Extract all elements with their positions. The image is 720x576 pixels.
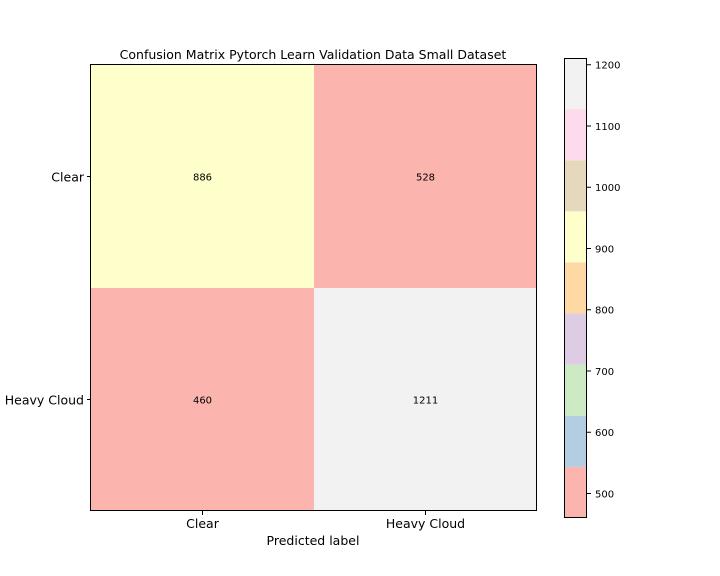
x-tick-label: Clear bbox=[186, 516, 220, 531]
colorbar-tick-label: 600 bbox=[595, 428, 614, 439]
heatmap-cells: 886 528 460 1211 bbox=[91, 65, 537, 511]
y-axis-ticks: Clear Heavy Cloud bbox=[5, 170, 91, 408]
colorbar-bin bbox=[564, 58, 587, 110]
chart-title: Confusion Matrix Pytorch Learn Validatio… bbox=[120, 47, 507, 62]
heatmap-cell bbox=[314, 288, 537, 511]
heatmap-frame bbox=[90, 64, 537, 511]
colorbar-bin bbox=[564, 109, 587, 161]
cell-value-label: 528 bbox=[416, 173, 435, 184]
colorbar-tick-label: 1000 bbox=[595, 183, 620, 194]
colorbar-bin bbox=[564, 211, 587, 263]
colorbar-bin bbox=[564, 160, 587, 212]
colorbar-tick-label: 1200 bbox=[595, 61, 620, 72]
colorbar: 500 600 700 800 900 1000 1100 1200 bbox=[564, 58, 620, 518]
y-tick-label: Clear bbox=[51, 170, 85, 185]
cell-value-label: 460 bbox=[193, 396, 212, 407]
colorbar-bin bbox=[564, 466, 587, 518]
x-tick-label: Heavy Cloud bbox=[386, 516, 465, 531]
colorbar-bin bbox=[564, 262, 587, 314]
colorbar-frame bbox=[564, 58, 587, 518]
colorbar-tick-label: 700 bbox=[595, 367, 614, 378]
cell-value-label: 1211 bbox=[413, 396, 438, 407]
colorbar-bin bbox=[564, 313, 587, 365]
colorbar-bin bbox=[564, 415, 587, 467]
y-tick-label: Heavy Cloud bbox=[5, 393, 84, 408]
heatmap-cell bbox=[314, 65, 537, 288]
colorbar-tick-label: 1100 bbox=[595, 122, 620, 133]
cell-value-label: 886 bbox=[193, 173, 212, 184]
heatmap-cell bbox=[91, 65, 314, 288]
x-axis-ticks: Clear Heavy Cloud bbox=[186, 511, 465, 531]
heatmap-cell bbox=[91, 288, 314, 511]
x-axis-label: Predicted label bbox=[267, 533, 360, 548]
colorbar-tick-label: 500 bbox=[595, 489, 614, 500]
colorbar-tick-label: 800 bbox=[595, 306, 614, 317]
colorbar-bin bbox=[564, 364, 587, 416]
colorbar-tick-label: 900 bbox=[595, 244, 614, 255]
